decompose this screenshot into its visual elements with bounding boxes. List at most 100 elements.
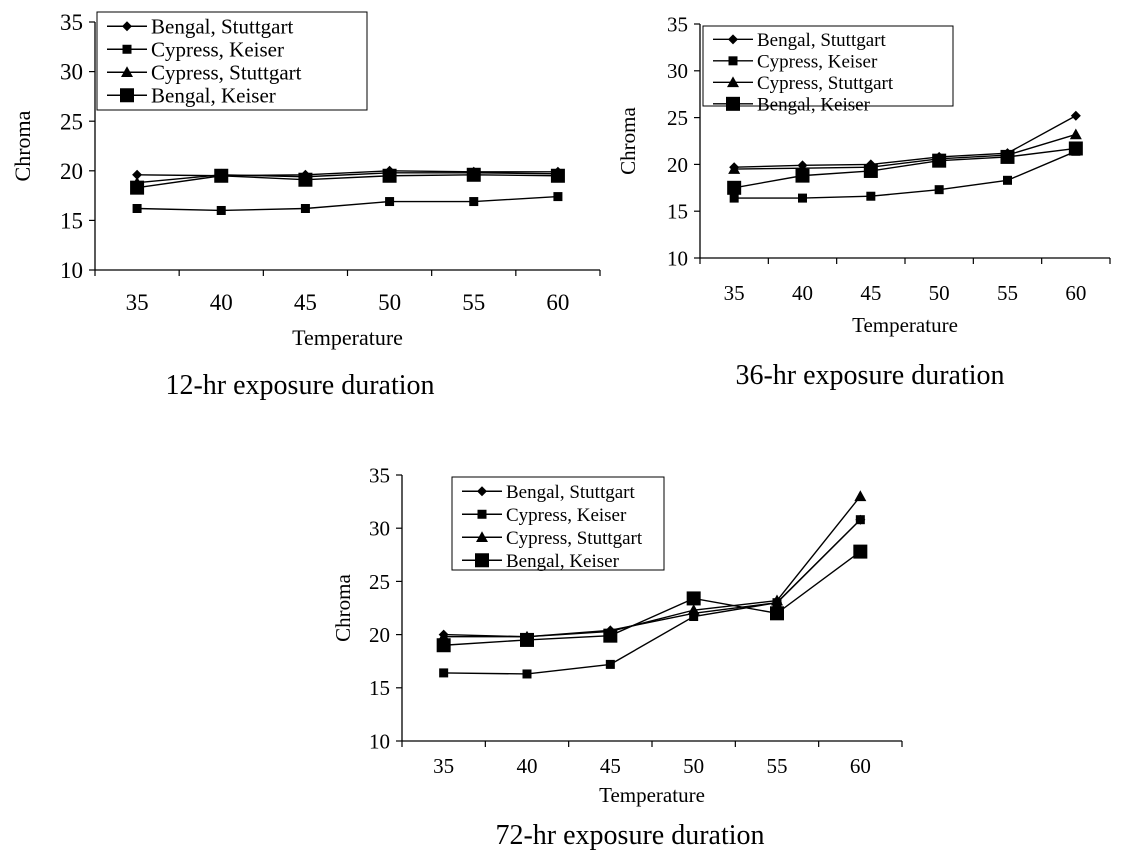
data-point <box>934 185 944 195</box>
x-tick-label: 40 <box>792 281 813 305</box>
y-tick-label: 10 <box>667 246 688 270</box>
x-tick-label: 60 <box>1065 281 1086 305</box>
data-point <box>686 591 701 606</box>
series-line <box>443 495 861 638</box>
legend-item: Bengal, Stuttgart <box>462 482 635 503</box>
x-tick-label: 45 <box>600 754 621 778</box>
data-point <box>382 168 397 183</box>
y-tick-label: 15 <box>60 208 83 233</box>
data-point <box>466 167 481 182</box>
legend-label: Bengal, Stuttgart <box>757 30 886 51</box>
series-4 <box>436 544 868 653</box>
y-tick-label: 20 <box>60 159 83 184</box>
x-tick-label: 35 <box>724 281 745 305</box>
y-tick-label: 30 <box>369 517 390 541</box>
series-3 <box>728 128 1082 174</box>
series-line <box>443 551 861 646</box>
data-point <box>866 191 876 201</box>
legend-marker <box>728 34 738 45</box>
series-2 <box>729 146 1081 203</box>
x-tick-label: 35 <box>126 290 149 315</box>
legend-item: Cypress, Keiser <box>713 51 878 72</box>
data-point <box>553 192 563 202</box>
data-point <box>727 180 742 195</box>
series-line <box>734 115 1077 168</box>
legend-marker <box>728 56 738 66</box>
data-point <box>436 638 451 653</box>
data-point <box>728 163 741 174</box>
data-point <box>687 604 700 615</box>
chart-panel-72hr: 10 15 20 25 30 35 35 40 45 50 55 60 Temperature Chrom… <box>320 455 920 863</box>
data-point <box>1000 149 1015 164</box>
data-point <box>132 169 143 180</box>
series-line <box>443 519 861 675</box>
y-tick-label: 10 <box>60 258 83 283</box>
y-tick-label: 20 <box>369 623 390 647</box>
data-point <box>522 669 532 679</box>
legend-label: Bengal, Stuttgart <box>506 482 635 503</box>
x-tick-label: 35 <box>433 754 454 778</box>
y-tick-label: 30 <box>60 60 83 85</box>
y-tick-label: 25 <box>369 570 390 594</box>
data-point <box>550 168 565 183</box>
x-tick-label: 50 <box>683 754 704 778</box>
legend-box <box>96 11 368 111</box>
series-line <box>734 150 1077 199</box>
data-point <box>603 628 618 643</box>
y-axis-label: Chroma <box>10 110 35 181</box>
legend-label: Bengal, Stuttgart <box>151 15 293 39</box>
chart-caption: 72-hr exposure duration <box>495 820 765 851</box>
x-tick-label: 45 <box>294 290 317 315</box>
data-point <box>130 180 145 195</box>
data-point <box>854 490 867 502</box>
y-tick-label: 25 <box>60 109 83 134</box>
y-tick-label: 35 <box>60 10 83 35</box>
legend-marker <box>122 21 132 32</box>
legend-item: Bengal, Keiser <box>107 84 276 108</box>
legend-marker <box>477 509 487 519</box>
data-point <box>795 168 810 183</box>
x-tick-label: 45 <box>860 281 881 305</box>
legend-label: Bengal, Keiser <box>757 94 871 115</box>
legend-item: Cypress, Stuttgart <box>713 73 894 94</box>
x-tick-label: 40 <box>210 290 233 315</box>
series-4 <box>130 167 565 195</box>
legend-label: Bengal, Keiser <box>506 551 620 572</box>
data-point <box>798 193 807 203</box>
legend-item: Bengal, Keiser <box>462 551 620 572</box>
data-point <box>1003 175 1012 185</box>
data-point <box>132 203 142 213</box>
series-line <box>137 172 558 184</box>
data-point <box>214 168 229 183</box>
legend-item: Cypress, Keiser <box>107 38 284 62</box>
legend-marker <box>476 531 488 543</box>
x-tick-label: 55 <box>462 290 485 315</box>
legend-label: Cypress, Stuttgart <box>506 528 643 549</box>
y-axis-label: Chroma <box>331 573 355 641</box>
chart-caption: 12-hr exposure duration <box>165 370 435 401</box>
legend-item: Bengal, Stuttgart <box>107 15 293 39</box>
chart-36hr: 10 15 20 25 30 35 35 40 45 50 55 60 Temperature Chrom… <box>616 12 1111 337</box>
legend-marker <box>121 66 133 78</box>
legend-label: Cypress, Keiser <box>151 38 284 62</box>
series-line <box>734 147 1076 189</box>
legend-marker <box>120 88 134 103</box>
data-point <box>932 153 947 168</box>
data-point <box>605 659 615 669</box>
data-point <box>863 163 878 178</box>
y-tick-label: 10 <box>369 729 390 753</box>
series-4 <box>727 141 1083 195</box>
chart-panel-12hr: 10 15 20 25 30 35 35 40 45 50 55 60 Temperature Chrom… <box>0 0 601 420</box>
legend-marker <box>727 76 739 88</box>
x-tick-label: 50 <box>378 290 401 315</box>
x-tick-label: 50 <box>929 281 950 305</box>
data-point <box>729 193 739 203</box>
y-tick-label: 15 <box>369 676 390 700</box>
x-axis-label: Temperature <box>852 313 958 337</box>
data-point <box>298 172 313 187</box>
x-tick-label: 60 <box>546 290 569 315</box>
legend-label: Cypress, Stuttgart <box>757 73 894 94</box>
legend-label: Cypress, Keiser <box>757 51 878 72</box>
y-tick-label: 15 <box>667 200 688 224</box>
series-line <box>136 174 558 189</box>
